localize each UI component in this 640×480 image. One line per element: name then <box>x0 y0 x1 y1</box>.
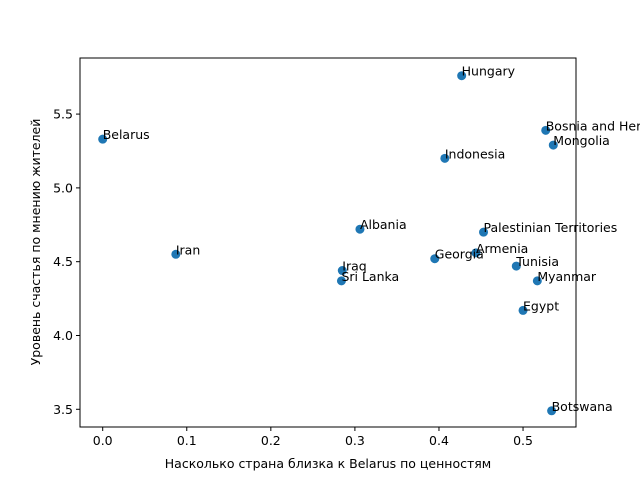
point-label: Georgia <box>435 247 484 262</box>
x-tick-label: 0.1 <box>177 433 197 448</box>
point-label: Palestinian Territories <box>484 220 618 235</box>
y-axis-title: Уровень счастья по мнению жителей <box>28 119 43 366</box>
data-point <box>171 249 181 259</box>
point-label: Armenia <box>476 241 528 256</box>
x-tick-label: 0.0 <box>93 433 113 448</box>
point-label: Belarus <box>103 127 150 142</box>
data-point <box>479 227 489 237</box>
data-point <box>511 261 521 271</box>
x-tick-label: 0.2 <box>261 433 281 448</box>
point-label: Bosnia and Herzegovina <box>546 118 640 133</box>
data-point <box>337 266 347 276</box>
data-point <box>430 254 440 264</box>
point-label: Iran <box>176 242 200 257</box>
point-label: Hungary <box>462 64 516 79</box>
points-layer <box>98 71 558 416</box>
x-axis-title: Насколько страна близка к Belarus по цен… <box>165 456 491 471</box>
point-label: Tunisia <box>515 254 559 269</box>
y-tick-label: 5.0 <box>53 180 73 195</box>
y-tick-label: 4.5 <box>53 254 73 269</box>
point-label: Albania <box>360 217 407 232</box>
data-point <box>98 134 108 144</box>
x-axis-ticks: 0.0 0.1 0.2 0.3 0.4 0.5 <box>93 427 533 448</box>
plot-frame <box>79 57 577 428</box>
data-point <box>547 406 557 416</box>
point-label: Mongolia <box>553 133 610 148</box>
data-point <box>532 276 542 286</box>
data-point <box>355 224 365 234</box>
point-label: Iraq <box>342 259 366 274</box>
data-point <box>471 248 481 258</box>
x-tick-label: 0.5 <box>513 433 533 448</box>
data-point <box>457 71 467 81</box>
data-point <box>548 140 558 150</box>
y-tick-label: 4.0 <box>53 328 73 343</box>
point-label: Indonesia <box>445 146 505 161</box>
y-axis-ticks: 3.5 4.0 4.5 5.0 5.5 <box>53 107 80 417</box>
y-tick-label: 5.5 <box>53 107 73 122</box>
data-point <box>336 276 346 286</box>
point-label: Egypt <box>523 298 559 313</box>
data-point <box>541 125 551 135</box>
point-label: Botswana <box>552 399 613 414</box>
data-point <box>518 305 528 315</box>
x-tick-label: 0.4 <box>429 433 449 448</box>
x-tick-label: 0.3 <box>345 433 365 448</box>
point-label: Myanmar <box>537 269 597 284</box>
data-point <box>440 153 450 163</box>
point-label: Sri Lanka <box>341 269 399 284</box>
y-tick-label: 3.5 <box>53 402 73 417</box>
